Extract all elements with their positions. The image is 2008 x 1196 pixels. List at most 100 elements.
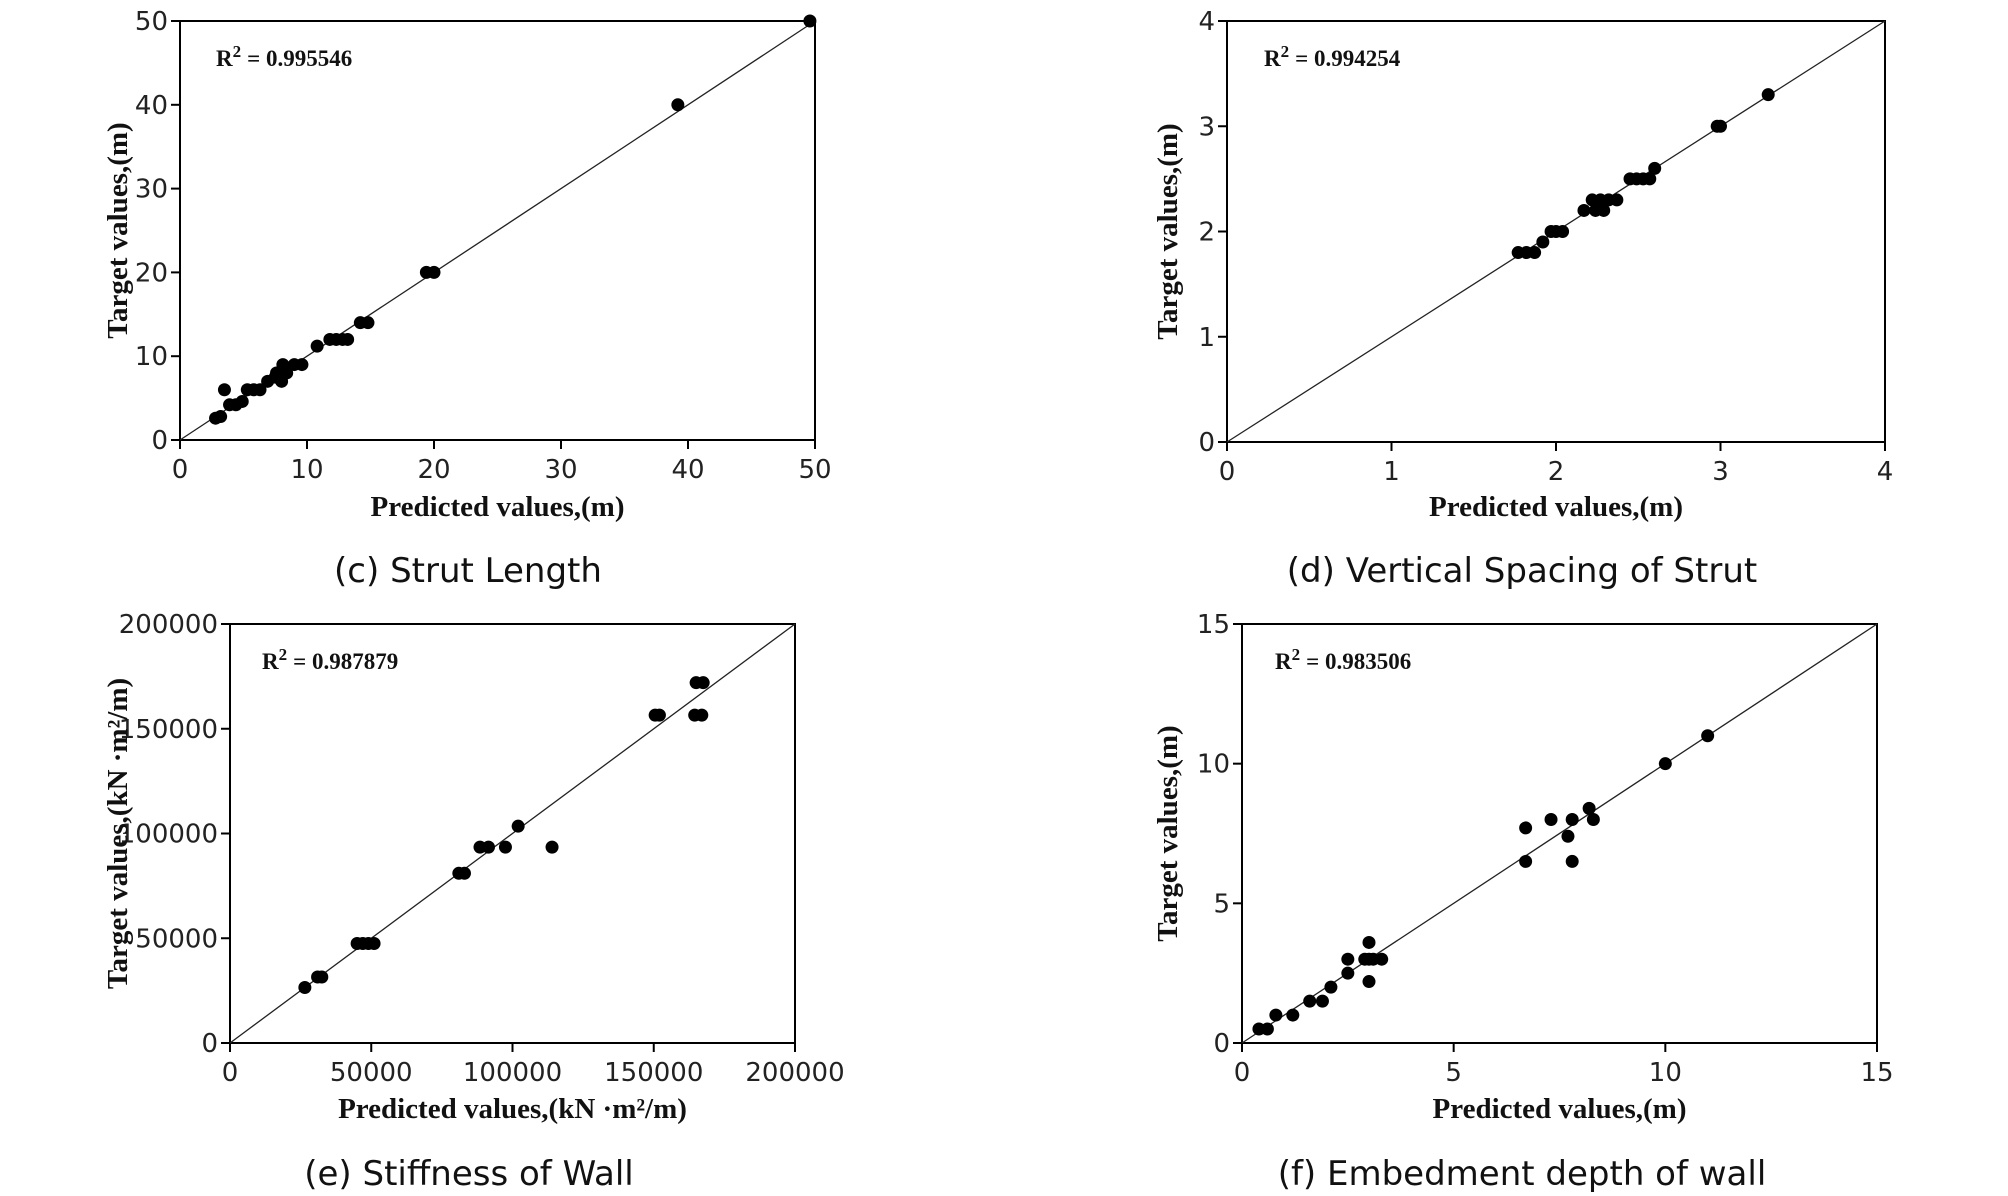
r2-superscript: 2 xyxy=(233,42,242,61)
data-point xyxy=(1658,757,1672,771)
y-tick-label: 4 xyxy=(1198,7,1215,37)
x-tick-label: 0 xyxy=(1219,457,1236,487)
y-axis-label: Target values,(kN ·m²/m) xyxy=(102,678,134,989)
y-axis-label: Target values,(m) xyxy=(1152,725,1184,941)
data-point xyxy=(315,970,329,984)
data-point xyxy=(1565,854,1579,868)
x-axis-label: Predicted values,(m) xyxy=(1433,1093,1687,1125)
data-point xyxy=(295,358,309,372)
chart-caption: (d) Vertical Spacing of Strut xyxy=(1287,551,1757,591)
data-point xyxy=(1648,161,1662,175)
r2-label: R xyxy=(262,649,279,674)
data-point xyxy=(1565,813,1579,827)
data-point xyxy=(1714,119,1727,133)
y-tick-label: 200000 xyxy=(119,610,218,640)
data-point xyxy=(1341,966,1355,980)
data-point xyxy=(1761,88,1775,102)
x-tick-label: 10 xyxy=(1649,1058,1682,1088)
data-point xyxy=(1375,952,1389,966)
y-axis-label: Target values,(m) xyxy=(1152,123,1184,339)
x-tick-label: 2 xyxy=(1548,457,1565,487)
x-tick-label: 100000 xyxy=(463,1058,562,1088)
data-point xyxy=(457,866,471,880)
x-tick-label: 40 xyxy=(671,455,704,485)
r2-label: R xyxy=(216,46,233,71)
data-point xyxy=(695,708,709,722)
y-tick-label: 50000 xyxy=(135,924,218,954)
data-point xyxy=(1341,952,1355,966)
x-tick-label: 0 xyxy=(222,1058,239,1088)
r2-superscript: 2 xyxy=(1292,645,1301,664)
y-tick-label: 0 xyxy=(201,1029,218,1059)
y-tick-label: 10 xyxy=(135,342,168,372)
x-axis-label: Predicted values,(m) xyxy=(371,491,625,523)
data-point xyxy=(1582,801,1596,815)
data-point xyxy=(545,840,559,854)
y-tick-label: 5 xyxy=(1213,889,1230,919)
data-point xyxy=(1303,994,1317,1008)
data-point xyxy=(696,676,710,690)
y-tick-label: 30 xyxy=(135,175,168,205)
y-tick-label: 2 xyxy=(1198,218,1215,248)
chart-caption: (f) Embedment depth of wall xyxy=(1278,1154,1767,1194)
data-point xyxy=(1324,980,1338,994)
r2-annotation: R2 = 0.987879 xyxy=(262,645,398,674)
data-point xyxy=(1362,935,1376,949)
r2-annotation: R2 = 0.994254 xyxy=(1264,42,1401,71)
data-point xyxy=(298,980,312,994)
data-point xyxy=(1556,225,1570,238)
data-point xyxy=(361,316,375,330)
r2-value: = 0.987879 xyxy=(293,649,398,674)
x-tick-label: 1 xyxy=(1383,457,1400,487)
x-tick-label: 0 xyxy=(172,455,189,485)
data-point xyxy=(1519,854,1533,868)
data-point xyxy=(803,14,817,28)
data-point xyxy=(1561,829,1575,843)
data-point xyxy=(652,708,666,722)
x-tick-label: 5 xyxy=(1445,1058,1462,1088)
data-point xyxy=(1643,172,1657,186)
r2-value: = 0.994254 xyxy=(1295,46,1401,71)
data-point xyxy=(1610,193,1624,207)
x-tick-label: 20 xyxy=(417,455,450,485)
y-tick-label: 10 xyxy=(1197,750,1230,780)
r2-superscript: 2 xyxy=(279,645,288,664)
r2-annotation: R2 = 0.995546 xyxy=(216,42,352,71)
chart-caption: (e) Stiffness of Wall xyxy=(304,1154,634,1194)
data-point xyxy=(1597,203,1611,217)
x-tick-label: 15 xyxy=(1860,1058,1893,1088)
data-point xyxy=(1362,975,1376,989)
plot-frame xyxy=(1241,623,1878,1044)
data-point xyxy=(280,366,294,380)
y-tick-label: 0 xyxy=(1198,428,1215,458)
r2-superscript: 2 xyxy=(1281,42,1290,61)
data-point xyxy=(1286,1008,1300,1022)
x-tick-label: 3 xyxy=(1712,457,1729,487)
data-point xyxy=(253,383,267,397)
chart-e: 0 50000 100000 150000 200000 0 50000 100000 1500… xyxy=(102,610,845,1194)
data-point xyxy=(481,840,495,854)
x-tick-label: 4 xyxy=(1877,457,1894,487)
data-point xyxy=(1315,994,1329,1008)
data-point xyxy=(1577,203,1591,217)
x-tick-label: 50000 xyxy=(330,1058,413,1088)
data-point xyxy=(367,936,381,950)
data-point xyxy=(214,410,228,424)
x-tick-label: 200000 xyxy=(745,1058,844,1088)
data-point xyxy=(1536,235,1550,249)
data-point xyxy=(310,339,324,353)
x-tick-label: 0 xyxy=(1234,1058,1251,1088)
data-point xyxy=(235,394,249,408)
y-tick-label: 3 xyxy=(1198,112,1215,142)
data-point xyxy=(1519,821,1533,835)
data-point xyxy=(498,840,512,854)
reference-line xyxy=(1241,623,1878,1044)
x-tick-label: 50 xyxy=(798,455,831,485)
data-point xyxy=(1260,1022,1274,1036)
data-point xyxy=(427,265,441,279)
r2-label: R xyxy=(1275,649,1292,674)
chart-c: 0 10 20 30 40 50 0 10 20 30 40 50 R2 = 0.995546 Predic… xyxy=(102,7,832,591)
data-point xyxy=(511,819,525,833)
